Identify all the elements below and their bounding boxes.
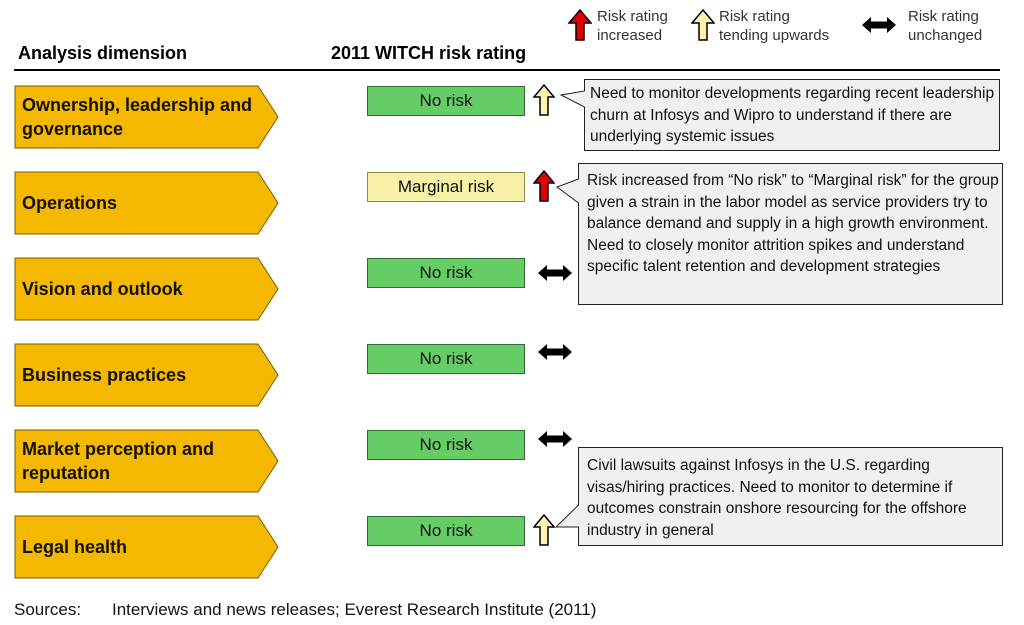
dimension-label: Ownership, leadership and governance [22,95,253,139]
double-arrow-icon [862,17,896,33]
legend-increased-label: Risk rating increased [597,8,668,44]
dimension-label: Market perception and reputation [22,439,215,483]
double-arrow-icon [538,431,572,447]
callout-governance: Need to monitor developments regarding r… [559,79,1000,151]
sources-text: Interviews and news releases; Everest Re… [112,600,597,619]
callout-governance-text: Need to monitor developments regarding r… [590,85,995,145]
red-up-arrow-icon [568,9,592,41]
dimension-chevron: Vision and outlook [14,257,279,321]
risk-rating-badge: No risk [367,344,525,374]
dimension-chevron: Market perception and reputation [14,429,279,493]
sources-note: Sources: Interviews and news releases; Ev… [14,600,596,620]
analysis-dimension-header: Analysis dimension [18,43,188,63]
callout-operations-text: Risk increased from “No risk” to “Margin… [587,172,999,275]
risk-rating-badge: No risk [367,516,525,546]
hollow-up-arrow-icon [691,9,715,41]
dimension-label: Vision and outlook [22,279,183,299]
hollow-up-arrow-icon [533,514,555,546]
double-arrow-icon [538,344,572,360]
callout-legal-text: Civil lawsuits against Infosys in the U.… [587,457,967,539]
dimension-label: Legal health [22,537,128,557]
risk-rating-header: 2011 WITCH risk rating [331,43,527,63]
dimension-chevron: Operations [14,171,279,235]
sources-label: Sources: [14,600,82,619]
dimension-chevron: Legal health [14,515,279,579]
legend-unchanged-label: Risk rating unchanged [908,8,983,44]
dimension-label: Business practices [22,365,187,385]
callout-operations: Risk increased from “No risk” to “Margin… [555,163,1003,305]
double-arrow-icon [538,265,572,281]
red-up-arrow-icon [533,170,555,202]
risk-rating-badge: No risk [367,258,525,288]
risk-rating-badge: No risk [367,86,525,116]
dimension-label: Operations [22,193,118,213]
legend-tending-upwards-label: Risk rating tending upwards [719,8,830,44]
hollow-up-arrow-icon [533,84,555,116]
risk-rating-badge: No risk [367,430,525,460]
callout-legal: Civil lawsuits against Infosys in the U.… [554,447,1003,546]
dimension-chevron: Ownership, leadership and governance [14,85,279,149]
dimension-chevron: Business practices [14,343,279,407]
header-divider [14,69,1000,71]
risk-rating-badge: Marginal risk [367,172,525,202]
